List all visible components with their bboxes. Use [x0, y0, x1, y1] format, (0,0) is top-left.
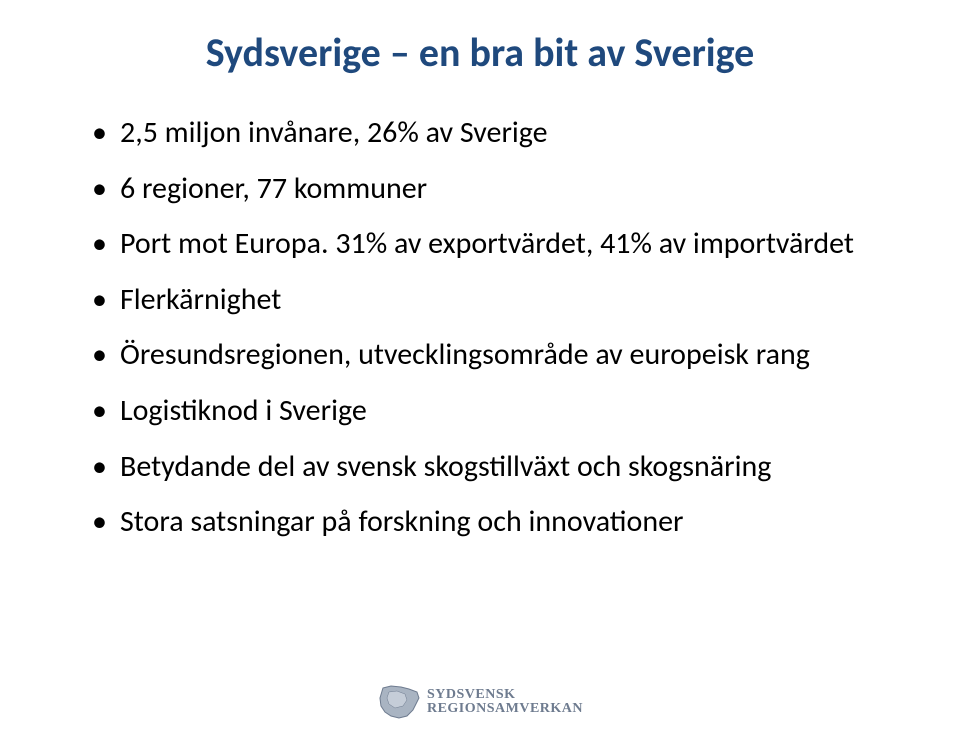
logo-text: SYDSVENSK REGIONSAMVERKAN: [427, 688, 583, 716]
bullet-item: Flerkärnighet: [92, 280, 888, 320]
bullet-item: Logistiknod i Sverige: [92, 391, 888, 431]
bullet-item: Betydande del av svensk skogstillväxt oc…: [92, 447, 888, 487]
bullet-item: Öresundsregionen, utvecklingsområde av e…: [92, 335, 888, 375]
slide-title: Sydsverige – en bra bit av Sverige: [72, 28, 888, 77]
bullet-item: Port mot Europa. 31% av exportvärdet, 41…: [92, 224, 888, 264]
logo-line-2: REGIONSAMVERKAN: [427, 702, 583, 716]
bullet-list: 2,5 miljon invånare, 26% av Sverige 6 re…: [72, 113, 888, 542]
logo-line-1: SYDSVENSK: [427, 688, 583, 702]
slide: Sydsverige – en bra bit av Sverige 2,5 m…: [0, 0, 960, 744]
bullet-item: Stora satsningar på forskning och innova…: [92, 502, 888, 542]
bullet-item: 6 regioner, 77 kommuner: [92, 169, 888, 209]
bullet-item: 2,5 miljon invånare, 26% av Sverige: [92, 113, 888, 153]
logo-map-icon: [377, 684, 421, 720]
footer-logo: SYDSVENSK REGIONSAMVERKAN: [377, 684, 583, 720]
